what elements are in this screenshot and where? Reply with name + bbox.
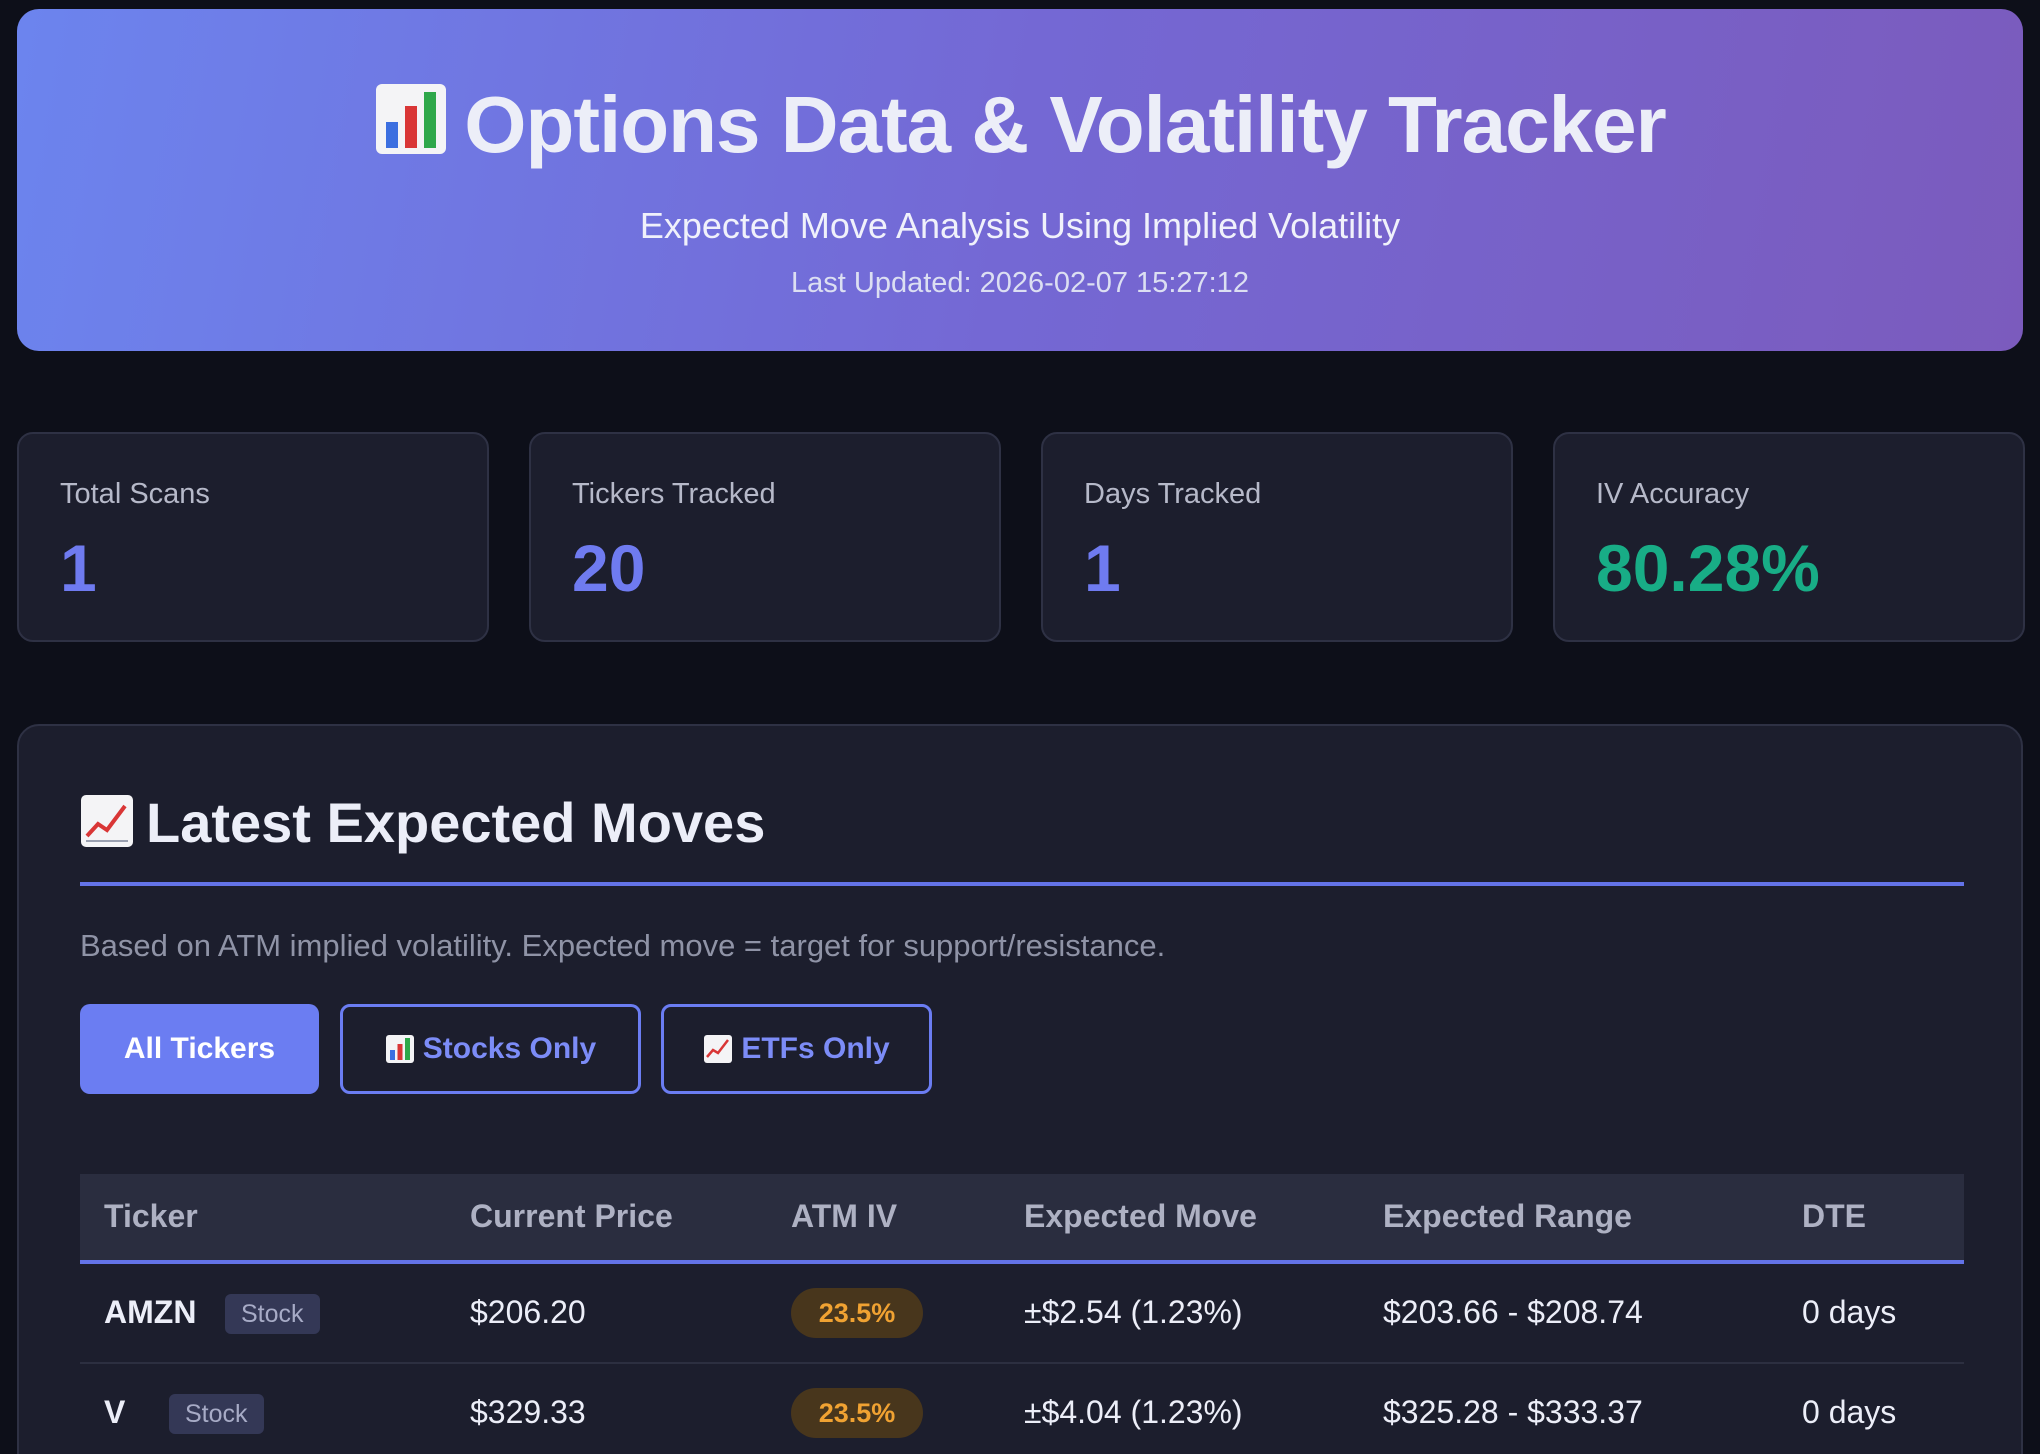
ticker-symbol: AMZN xyxy=(104,1294,197,1330)
expected-moves-table: Ticker Current Price ATM IV Expected Mov… xyxy=(80,1174,1964,1454)
stat-value: 80.28% xyxy=(1596,531,1820,605)
section-title: Latest Expected Moves xyxy=(80,790,765,855)
page-header: Options Data & Volatility Tracker Expect… xyxy=(17,9,2023,351)
filter-stocks-only-button[interactable]: Stocks Only xyxy=(340,1004,641,1094)
dte-value: 0 days xyxy=(1802,1394,1897,1430)
expected-move: ±$4.04 (1.23%) xyxy=(1024,1394,1243,1430)
expected-range: $203.66 - $208.74 xyxy=(1383,1294,1643,1330)
bar-chart-icon xyxy=(385,1035,414,1063)
stat-card-tickers-tracked: Tickers Tracked 20 xyxy=(529,432,1001,642)
stat-value: 20 xyxy=(572,531,646,605)
table-row[interactable]: V Stock $329.33 23.5% ±$4.04 (1.23%) $32… xyxy=(80,1364,1964,1454)
section-title-text: Latest Expected Moves xyxy=(146,791,766,854)
page-title: Options Data & Volatility Tracker xyxy=(17,79,2023,171)
table-row[interactable]: AMZN Stock $206.20 23.5% ±$2.54 (1.23%) … xyxy=(80,1264,1964,1364)
filter-etfs-only-button[interactable]: ETFs Only xyxy=(661,1004,932,1094)
page-subtitle: Expected Move Analysis Using Implied Vol… xyxy=(639,205,1401,246)
stat-card-total-scans: Total Scans 1 xyxy=(17,432,489,642)
table-header-row: Ticker Current Price ATM IV Expected Mov… xyxy=(80,1174,1964,1264)
expected-range: $325.28 - $333.37 xyxy=(1383,1394,1643,1430)
ticker-type-badge: Stock xyxy=(169,1394,264,1434)
atm-iv-badge: 23.5% xyxy=(791,1388,923,1438)
section-divider xyxy=(80,882,1964,886)
column-header-atm-iv[interactable]: ATM IV xyxy=(791,1198,898,1234)
stat-card-iv-accuracy: IV Accuracy 80.28% xyxy=(1553,432,2025,642)
filter-all-tickers-button[interactable]: All Tickers xyxy=(80,1004,319,1094)
page-title-text: Options Data & Volatility Tracker xyxy=(464,80,1666,169)
stat-value: 1 xyxy=(60,531,97,605)
filter-label: ETFs Only xyxy=(741,1032,890,1065)
column-header-current-price[interactable]: Current Price xyxy=(470,1198,673,1234)
stat-value: 1 xyxy=(1084,531,1121,605)
filter-label: All Tickers xyxy=(123,1032,276,1065)
atm-iv-badge: 23.5% xyxy=(791,1288,923,1338)
stat-card-days-tracked: Days Tracked 1 xyxy=(1041,432,1513,642)
stat-label: Tickers Tracked xyxy=(572,478,776,510)
stat-label: Days Tracked xyxy=(1084,478,1262,510)
section-description: Based on ATM implied volatility. Expecte… xyxy=(80,928,1166,963)
stat-label: IV Accuracy xyxy=(1596,478,1750,510)
last-updated-text: Last Updated: 2026-02-07 15:27:12 xyxy=(791,267,1249,299)
ticker-type-badge: Stock xyxy=(225,1294,320,1334)
ticker-symbol: V xyxy=(104,1394,126,1430)
expected-moves-panel: Latest Expected Moves Based on ATM impli… xyxy=(17,724,2023,1454)
stat-label: Total Scans xyxy=(60,478,210,510)
bar-chart-icon xyxy=(376,84,447,154)
dte-value: 0 days xyxy=(1802,1294,1897,1330)
current-price: $206.20 xyxy=(470,1294,586,1330)
column-header-dte[interactable]: DTE xyxy=(1802,1198,1866,1234)
column-header-expected-move[interactable]: Expected Move xyxy=(1024,1198,1257,1234)
current-price: $329.33 xyxy=(470,1394,586,1430)
filter-label: Stocks Only xyxy=(422,1032,597,1065)
trend-chart-icon xyxy=(81,795,133,847)
column-header-ticker[interactable]: Ticker xyxy=(104,1198,198,1234)
trend-chart-icon xyxy=(704,1035,733,1063)
expected-move: ±$2.54 (1.23%) xyxy=(1024,1294,1243,1330)
column-header-expected-range[interactable]: Expected Range xyxy=(1383,1198,1632,1234)
